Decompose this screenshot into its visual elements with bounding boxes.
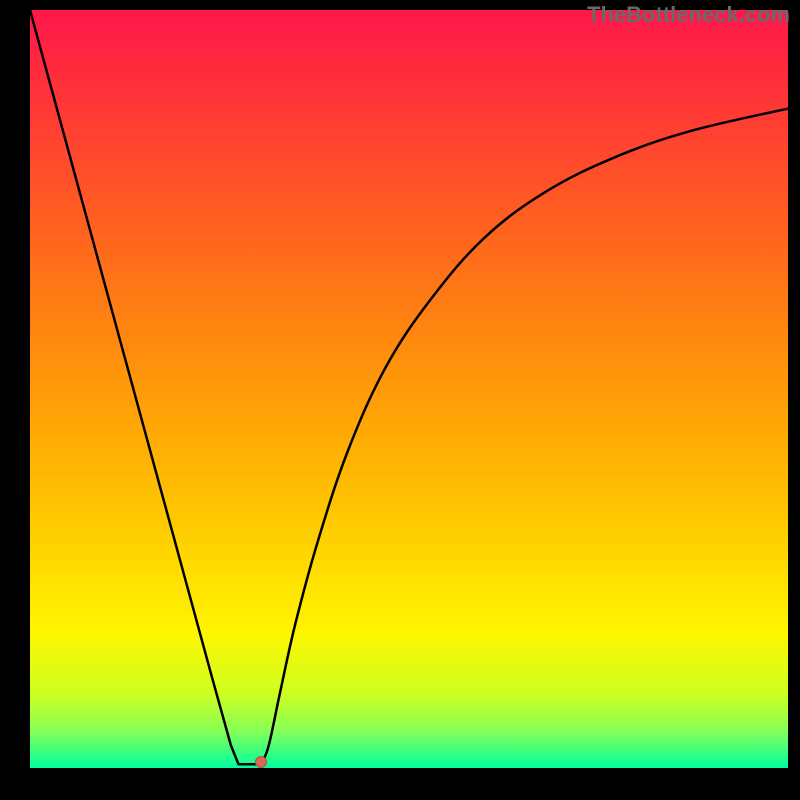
plot-area <box>30 10 788 768</box>
plot-svg <box>30 10 788 768</box>
minimum-marker <box>255 756 267 768</box>
watermark-text: TheBottleneck.com <box>587 2 790 28</box>
bottleneck-curve <box>30 10 788 764</box>
chart-container: TheBottleneck.com <box>0 0 800 800</box>
